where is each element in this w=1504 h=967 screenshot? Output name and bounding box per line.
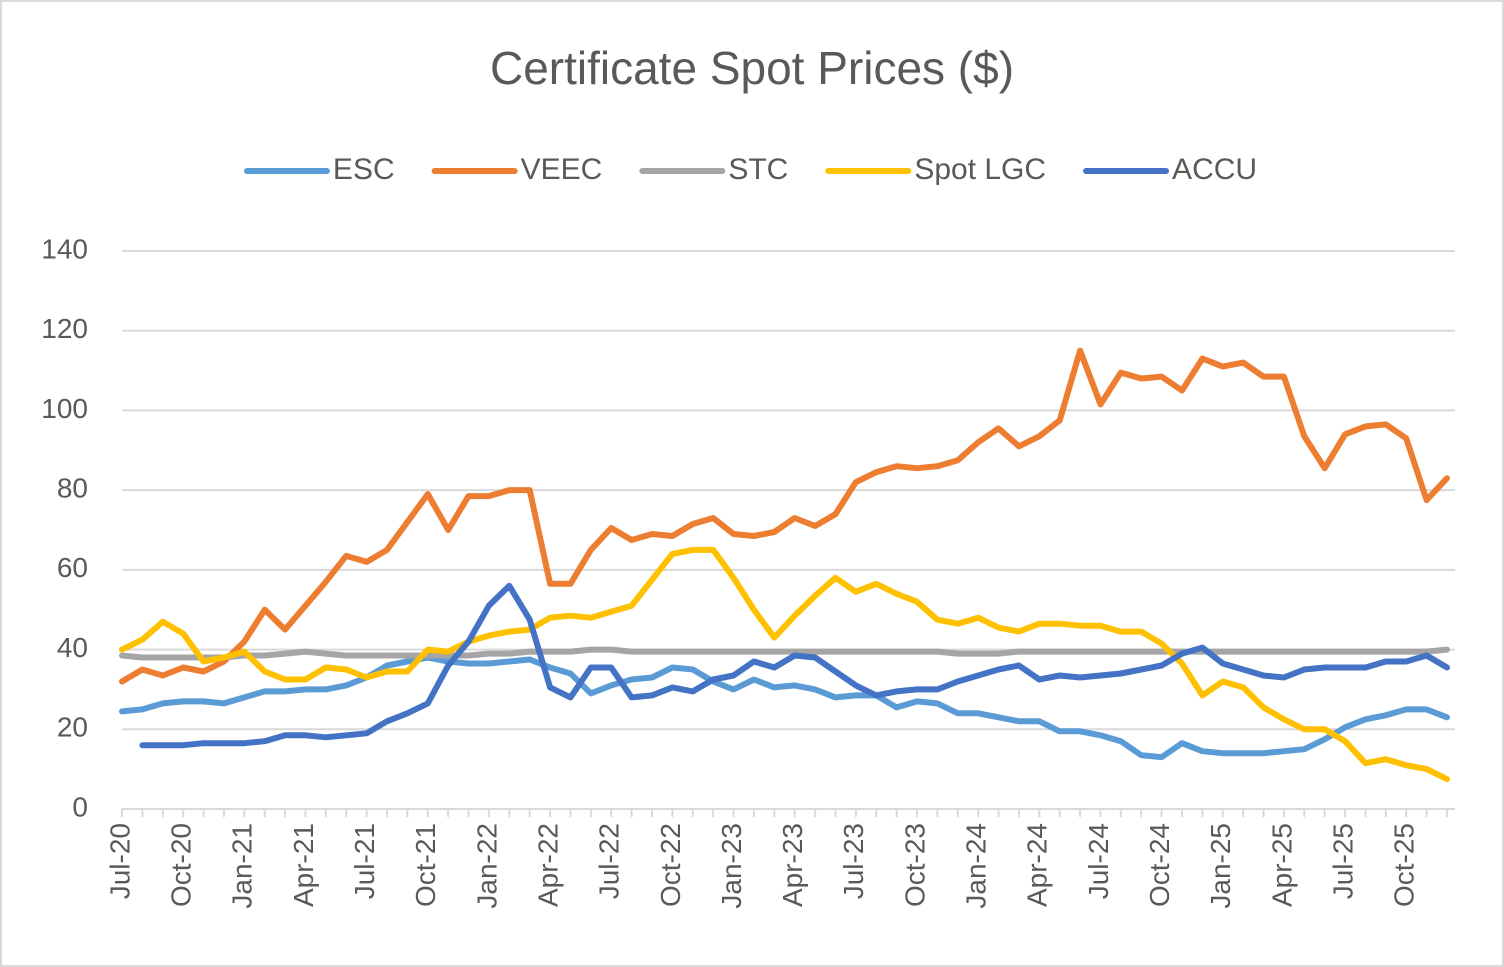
x-tick-label: Apr-25 <box>1266 823 1297 907</box>
x-tick-label: Apr-24 <box>1022 823 1053 907</box>
x-tick-label: Jan-22 <box>471 823 502 909</box>
x-tick-label: Jul-24 <box>1083 823 1114 899</box>
x-tick-label: Jul-23 <box>838 823 869 899</box>
x-tick-label: Jul-25 <box>1327 823 1358 899</box>
x-tick-label: Apr-23 <box>777 823 808 907</box>
x-tick-label: Jul-20 <box>104 823 135 899</box>
y-tick-label: 40 <box>57 632 88 663</box>
series-line <box>119 654 1450 761</box>
x-tick-label: Jan-23 <box>716 823 747 909</box>
legend-label: ACCU <box>1172 153 1257 186</box>
x-tick-label: Oct-22 <box>655 823 686 907</box>
series-line <box>119 646 1450 661</box>
x-tick-label: Jul-22 <box>594 823 625 899</box>
x-tick-label: Oct-24 <box>1144 823 1175 907</box>
legend-label: ESC <box>333 153 395 186</box>
legend-label: Spot LGC <box>914 153 1046 186</box>
x-tick-label: Oct-21 <box>410 823 441 907</box>
y-tick-label: 140 <box>41 233 88 264</box>
series-line <box>139 582 1450 749</box>
x-tick-label: Apr-21 <box>288 823 319 907</box>
y-tick-label: 0 <box>72 791 88 822</box>
x-tick-label: Oct-20 <box>166 823 197 907</box>
y-tick-label: 20 <box>57 712 88 743</box>
legend-label: STC <box>728 153 788 186</box>
x-tick-label: Jul-21 <box>349 823 380 899</box>
x-tick-label: Oct-23 <box>899 823 930 907</box>
series-line <box>119 347 1450 685</box>
y-tick-label: 60 <box>57 552 88 583</box>
x-tick-label: Jan-25 <box>1205 823 1236 909</box>
y-tick-label: 100 <box>41 393 88 424</box>
x-tick-label: Jan-24 <box>961 823 992 909</box>
y-tick-label: 80 <box>57 473 88 504</box>
x-tick-label: Oct-25 <box>1389 823 1420 907</box>
y-tick-label: 120 <box>41 313 88 344</box>
legend-label: VEEC <box>521 153 603 186</box>
x-tick-label: Jan-21 <box>227 823 258 909</box>
legend: ESC VEEC STC Spot LGC ACCU <box>243 153 1257 186</box>
series-line <box>119 546 1450 783</box>
chart-title: Certificate Spot Prices ($) <box>490 42 1014 94</box>
x-tick-label: Apr-22 <box>532 823 563 907</box>
